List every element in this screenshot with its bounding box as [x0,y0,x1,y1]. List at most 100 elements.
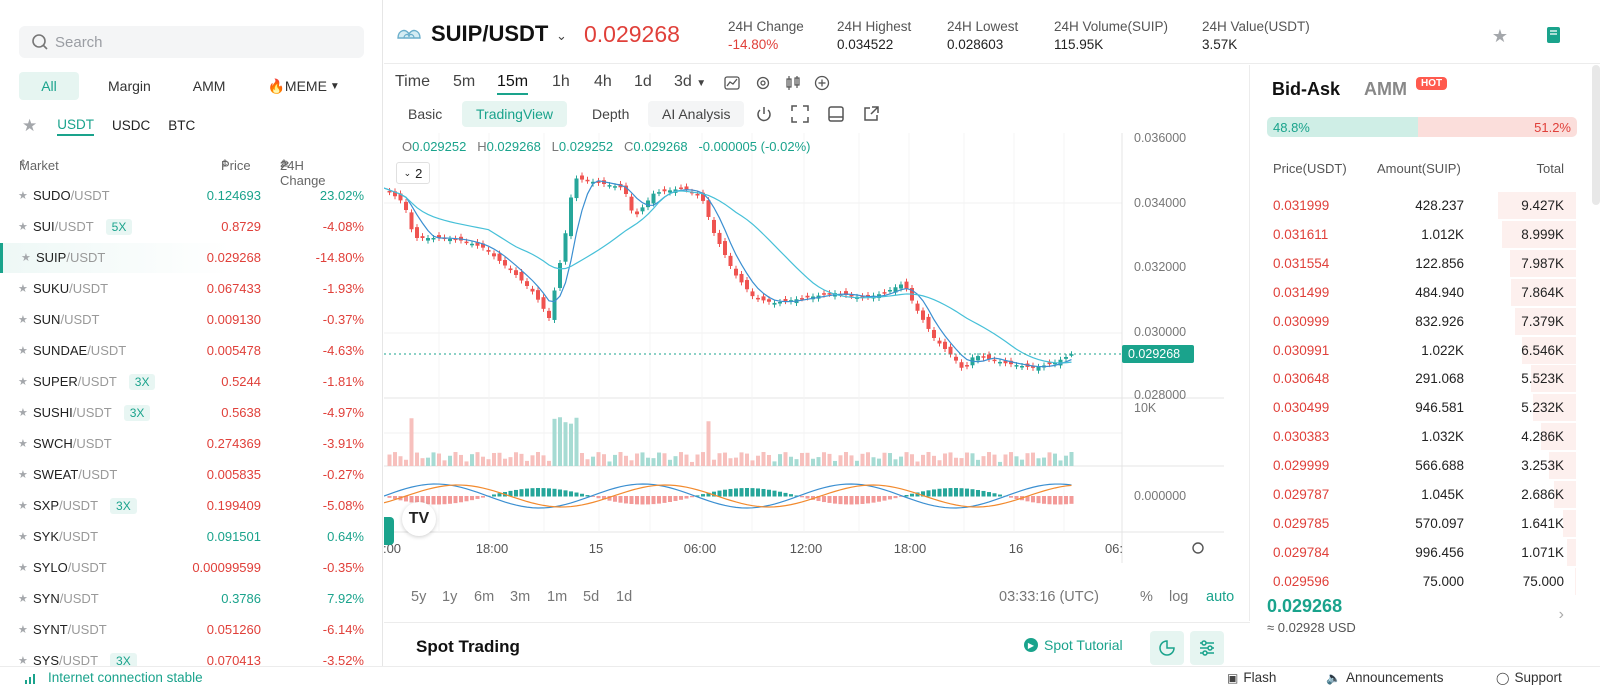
favorites-star-icon[interactable]: ★ [22,115,38,135]
toggle-auto[interactable]: auto [1206,589,1235,605]
market-row[interactable]: ★ SWCH/USDT 0.274369 -3.91% [0,429,382,459]
favorite-star-icon[interactable]: ★ [1491,26,1508,46]
ask-row[interactable]: 0.031999 428.237 9.427K [1251,191,1576,220]
settings-icon[interactable] [755,75,771,91]
market-row[interactable]: ★ SYN/USDT 0.3786 7.92% [0,584,382,614]
tab-meme[interactable]: 🔥MEME ▼ [254,72,352,100]
chevron-right-icon[interactable]: › [1558,606,1564,623]
tab-amm[interactable]: AMM [1364,79,1407,99]
toggle-percent[interactable]: % [1140,589,1153,605]
ask-row[interactable]: 0.030383 1.032K 4.286K [1251,422,1576,451]
star-icon[interactable]: ★ [18,655,28,666]
ask-row[interactable]: 0.030999 832.926 7.379K [1251,307,1576,336]
market-row[interactable]: ★ SYLO/USDT 0.00099599 -0.35% [0,553,382,583]
market-row[interactable]: ★ SUPER/USDT 3X 0.5244 -1.81% [0,367,382,397]
pie-chart-button[interactable] [1150,631,1184,665]
drawing-toolbar-toggle[interactable] [384,517,394,545]
quote-tab-btc[interactable]: BTC [168,118,196,133]
chevron-down-icon[interactable]: ⌄ [556,28,567,43]
star-icon[interactable]: ★ [18,283,28,295]
star-icon[interactable]: ★ [18,407,28,419]
market-row[interactable]: ★ SUDO/USDT 0.124693 23.02% [0,181,382,211]
ask-row[interactable]: 0.029784 996.456 1.071K [1251,538,1576,567]
layout-icon[interactable] [827,105,845,123]
ask-row[interactable]: 0.030991 1.022K 6.546K [1251,336,1576,365]
share-icon[interactable] [862,105,880,123]
power-icon[interactable] [755,105,773,123]
tf-4h[interactable]: 4h [594,73,612,90]
view-depth[interactable]: Depth [592,106,630,122]
tf-1d[interactable]: 1d [634,73,652,90]
support-link[interactable]: ◯ Support [1496,670,1562,685]
settings-sliders-button[interactable] [1190,631,1224,665]
pair-name[interactable]: SUIP/USDT [431,21,549,46]
market-row[interactable]: ★ SYK/USDT 0.091501 0.64% [0,522,382,552]
market-row[interactable]: ★ SUNDAE/USDT 0.005478 -4.63% [0,336,382,366]
tf-5m[interactable]: 5m [453,73,476,90]
view-ai-analysis[interactable]: AI Analysis [648,101,745,127]
star-icon[interactable]: ★ [18,376,28,388]
indicator-icon[interactable] [724,76,740,90]
toggle-log[interactable]: log [1169,589,1189,605]
candle-type-icon[interactable] [785,75,801,91]
market-row[interactable]: ★ SYS/USDT 3X 0.070413 -3.52% [0,646,382,666]
fullscreen-icon[interactable] [791,105,809,123]
tradingview-logo[interactable]: TV [402,502,436,536]
tf-3d[interactable]: 3d ▼ [674,73,706,91]
tab-all[interactable]: All [19,72,79,100]
star-icon[interactable]: ★ [18,593,28,605]
star-icon[interactable]: ★ [18,438,28,450]
tf-15m[interactable]: 15m [497,73,529,95]
star-icon[interactable]: ★ [18,500,28,512]
theme-toggle-icon[interactable] [1192,542,1204,554]
search-input[interactable]: Search [19,26,364,58]
ask-row[interactable]: 0.029787 1.045K 2.686K [1251,480,1576,509]
scrollbar[interactable] [1592,65,1600,205]
ask-row[interactable]: 0.029999 566.688 3.253K [1251,451,1576,480]
star-icon[interactable]: ★ [18,190,28,202]
market-row[interactable]: ★ SXP/USDT 3X 0.199409 -5.08% [0,491,382,521]
price-chart[interactable]: 0.036000 0.034000 0.032000 0.030000 0.028000… [384,133,1250,583]
tab-amm[interactable]: AMM [192,78,226,94]
utc-clock[interactable]: 03:33:16 (UTC) [999,589,1099,605]
range-1m[interactable]: 1m [547,589,568,605]
tf-time[interactable]: Time [395,73,430,90]
star-icon[interactable]: ★ [18,531,28,543]
star-icon[interactable]: ★ [18,221,28,233]
market-row[interactable]: ★ SUSHI/USDT 3X 0.5638 -4.97% [0,398,382,428]
range-3m[interactable]: 3m [510,589,531,605]
view-tradingview[interactable]: TradingView [462,101,568,127]
book-icon[interactable] [1546,26,1562,44]
star-icon[interactable]: ★ [18,562,28,574]
market-row[interactable]: ★ SUIP/USDT 0.029268 -14.80% [0,243,382,273]
ask-row[interactable]: 0.031611 1.012K 8.999K [1251,220,1576,249]
tf-1h[interactable]: 1h [552,73,570,90]
range-5y[interactable]: 5y [411,589,427,605]
indicator-toggle[interactable]: ⌄ 2 [396,162,430,184]
ask-row[interactable]: 0.029596 75.000 75.000 [1251,567,1576,596]
range-6m[interactable]: 6m [474,589,495,605]
spot-tutorial-link[interactable]: ▶ Spot Tutorial [1024,637,1123,653]
market-row[interactable]: ★ SUN/USDT 0.009130 -0.37% [0,305,382,335]
quote-tab-usdt[interactable]: USDT [57,115,94,136]
ask-row[interactable]: 0.030648 291.068 5.523K [1251,364,1576,393]
star-icon[interactable]: ★ [18,314,28,326]
market-row[interactable]: ★ SUI/USDT 5X 0.8729 -4.08% [0,212,382,242]
star-icon[interactable]: ★ [18,345,28,357]
ask-row[interactable]: 0.030499 946.581 5.232K [1251,393,1576,422]
star-icon[interactable]: ★ [21,252,31,264]
announcements-link[interactable]: 🔈 Announcements [1326,670,1444,685]
add-icon[interactable] [814,75,830,91]
range-5d[interactable]: 5d [583,589,600,605]
market-row[interactable]: ★ SYNT/USDT 0.051260 -6.14% [0,615,382,645]
ask-row[interactable]: 0.029785 570.097 1.641K [1251,509,1576,538]
view-basic[interactable]: Basic [408,106,443,122]
ask-row[interactable]: 0.031499 484.940 7.864K [1251,278,1576,307]
star-icon[interactable]: ★ [18,624,28,636]
flash-link[interactable]: ▣ Flash [1227,670,1276,685]
ask-row[interactable]: 0.031554 122.856 7.987K [1251,249,1576,278]
market-row[interactable]: ★ SWEAT/USDT 0.005835 -0.27% [0,460,382,490]
range-1y[interactable]: 1y [442,589,458,605]
range-1d[interactable]: 1d [616,589,633,605]
market-row[interactable]: ★ SUKU/USDT 0.067433 -1.93% [0,274,382,304]
